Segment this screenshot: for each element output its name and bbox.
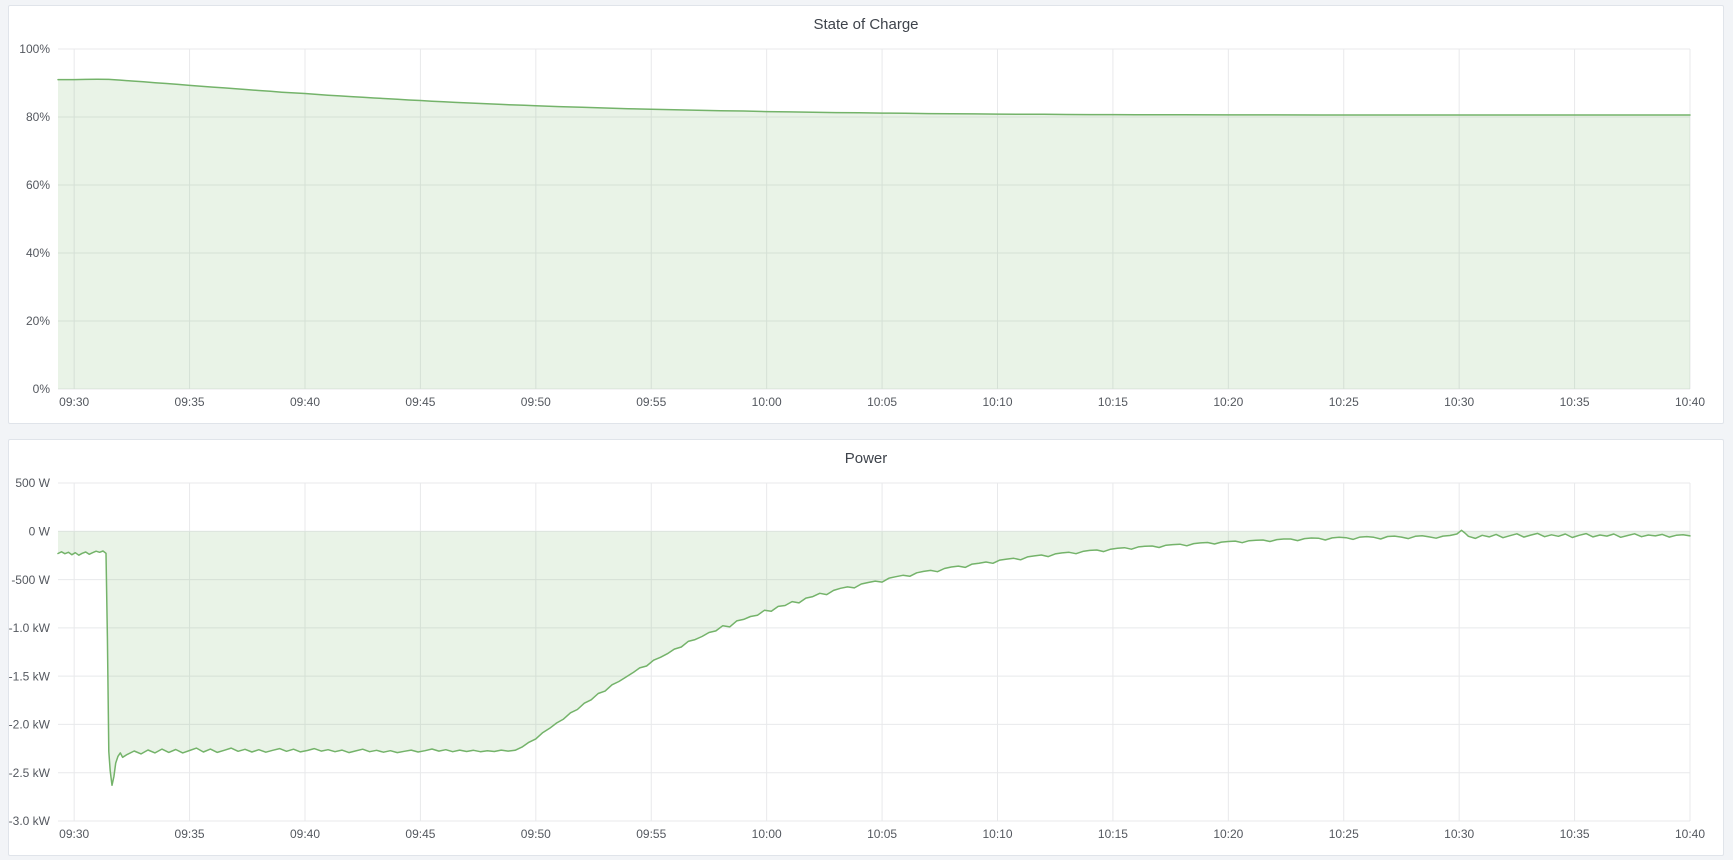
x-tick-label: 10:00 [752,395,782,409]
x-tick-label: 09:55 [636,827,666,841]
power-chart-canvas[interactable]: 500 W 0 W -500 W -1.0 kW -1.5 kW -2.0 kW -2.5 … [9,476,1723,851]
x-tick-label: 09:50 [521,827,551,841]
x-tick-label: 09:50 [521,395,551,409]
y-tick-label: -1.0 kW [9,621,51,635]
x-tick-label: 09:35 [175,827,205,841]
x-tick-label: 10:35 [1560,827,1590,841]
x-tick-label: 10:35 [1560,395,1590,409]
x-tick-label: 09:40 [290,395,320,409]
x-tick-label: 09:30 [59,827,89,841]
panel-title-state-of-charge[interactable]: State of Charge [813,15,919,33]
soc-chart-canvas[interactable]: 0% 20% 40% 60% 80% 100% 09:30 09:35 09:40 09:45 09… [9,42,1723,419]
y-tick-label: 80% [26,110,50,124]
y-tick-label: 500 W [15,476,50,490]
x-tick-label: 10:05 [867,827,897,841]
y-tick-label: 60% [26,178,50,192]
y-tick-label: -1.5 kW [9,669,51,683]
y-tick-label: 100% [19,42,50,56]
x-tick-label: 10:40 [1675,827,1705,841]
series-fill [58,530,1690,786]
panel-power: Power 500 W 0 W -500 W -1.0 kW -1.5 kW -2.0 k… [8,439,1724,856]
series-fill [58,79,1690,390]
x-tick-label: 10:40 [1675,395,1705,409]
x-tick-label: 09:35 [175,395,205,409]
panel-title-power[interactable]: Power [844,449,888,467]
series-line [57,78,1691,116]
y-tick-label: 20% [26,314,50,328]
y-tick-label: -2.0 kW [9,718,51,732]
x-tick-label: 10:30 [1444,827,1474,841]
x-tick-label: 10:25 [1329,827,1359,841]
y-tick-label: 0 W [29,524,51,538]
x-tick-label: 10:10 [982,395,1012,409]
y-tick-label: -500 W [11,573,50,587]
x-tick-label: 09:30 [59,395,89,409]
x-tick-label: 10:25 [1329,395,1359,409]
x-tick-label: 10:20 [1213,827,1243,841]
x-tick-label: 10:10 [982,827,1012,841]
x-tick-label: 09:45 [405,827,435,841]
series-line [57,529,1691,787]
x-tick-label: 09:55 [636,395,666,409]
x-tick-label: 10:15 [1098,827,1128,841]
y-tick-label: 0% [33,382,51,396]
x-tick-label: 09:40 [290,827,320,841]
x-tick-label: 09:45 [405,395,435,409]
x-tick-label: 10:30 [1444,395,1474,409]
y-tick-label: -3.0 kW [9,814,51,828]
x-tick-label: 10:15 [1098,395,1128,409]
x-tick-label: 10:05 [867,395,897,409]
power-chart-area[interactable]: 500 W 0 W -500 W -1.0 kW -1.5 kW -2.0 kW -2.5 … [9,476,1723,851]
y-tick-label: 40% [26,246,50,260]
panel-state-of-charge: State of Charge 0% 20% 40% 60% 80% 100% 09:30 0… [8,5,1724,424]
soc-chart-area[interactable]: 0% 20% 40% 60% 80% 100% 09:30 09:35 09:40 09:45 09… [9,42,1723,419]
x-tick-label: 10:20 [1213,395,1243,409]
x-tick-label: 10:00 [752,827,782,841]
y-tick-label: -2.5 kW [9,766,51,780]
